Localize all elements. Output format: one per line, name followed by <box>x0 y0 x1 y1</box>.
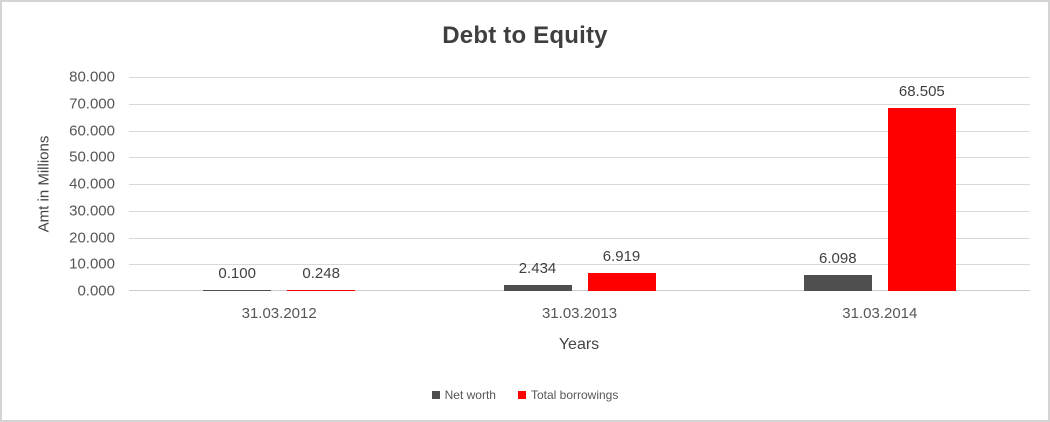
gridline <box>129 290 1030 291</box>
legend: Net worth Total borrowings <box>2 388 1048 402</box>
gridline <box>129 157 1030 159</box>
plot-area: 0.100 0.248 2.434 6.919 6.098 68.505 <box>129 77 1030 291</box>
x-tick-label: 31.03.2013 <box>541 305 618 322</box>
data-label: 6.919 <box>602 247 641 265</box>
y-tick-label: 10.000 <box>69 255 115 273</box>
gridline <box>129 210 1030 212</box>
gridline <box>129 103 1030 105</box>
data-label: 0.100 <box>218 264 256 282</box>
bar-total-borrowings <box>287 289 356 291</box>
legend-swatch-icon <box>431 391 440 399</box>
y-tick-label: 80.000 <box>69 68 115 86</box>
legend-label: Net worth <box>444 388 496 402</box>
gridline <box>129 264 1030 266</box>
y-tick-label: 40.000 <box>69 175 115 193</box>
bar-net-worth <box>803 274 872 291</box>
y-tick-label: 70.000 <box>69 95 115 113</box>
legend-item-total-borrowings: Total borrowings <box>517 388 619 402</box>
bar-total-borrowings <box>887 107 956 291</box>
y-tick-label: 30.000 <box>69 202 115 220</box>
data-label: 6.098 <box>819 249 857 267</box>
legend-label: Total borrowings <box>530 388 619 402</box>
chart-title: Debt to Equity <box>442 22 608 49</box>
y-tick-label: 60.000 <box>69 122 115 139</box>
legend-swatch-icon <box>517 391 526 399</box>
x-tick-label: 31.03.2014 <box>842 305 918 322</box>
y-tick-label: 0.000 <box>77 282 115 300</box>
bar-net-worth <box>203 289 272 291</box>
gridline <box>129 184 1030 185</box>
bar-total-borrowings <box>587 272 656 291</box>
gridline <box>129 130 1030 132</box>
bar-net-worth <box>503 284 572 291</box>
data-label: 2.434 <box>518 259 557 277</box>
x-axis-title: Years <box>558 336 600 353</box>
gridline <box>129 237 1030 239</box>
legend-item-net-worth: Net worth <box>431 388 496 402</box>
y-axis-tick-labels: 0.000 10.000 20.000 30.000 40.000 50.000 60.00… <box>2 69 115 300</box>
gridline <box>129 77 1030 78</box>
y-tick-label: 50.000 <box>69 148 115 166</box>
data-label: 0.248 <box>302 264 340 282</box>
y-tick-label: 20.000 <box>69 229 115 246</box>
x-tick-label: 31.03.2012 <box>241 305 317 322</box>
data-label: 68.505 <box>898 82 945 100</box>
